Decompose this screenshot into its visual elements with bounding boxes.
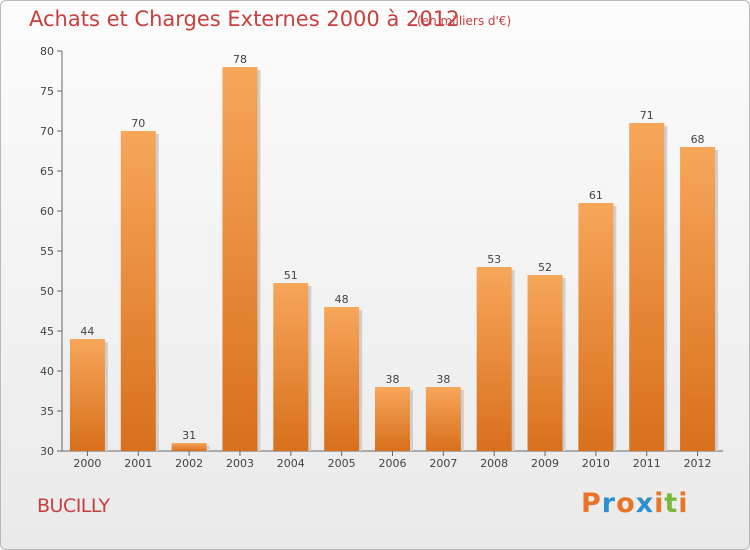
bar bbox=[171, 443, 207, 451]
y-tick-label: 65 bbox=[40, 165, 54, 178]
logo-letter: P bbox=[581, 488, 602, 519]
logo-letter: o bbox=[616, 488, 636, 519]
x-tick-label: 2003 bbox=[226, 457, 254, 470]
bar bbox=[273, 283, 309, 451]
bar bbox=[629, 123, 665, 451]
bar-value-label: 78 bbox=[233, 53, 247, 66]
y-tick-label: 45 bbox=[40, 325, 54, 338]
y-tick-label: 75 bbox=[40, 85, 54, 98]
bar bbox=[425, 387, 461, 451]
logo-letter: r bbox=[601, 488, 617, 519]
bar-value-label: 71 bbox=[640, 109, 654, 122]
x-tick-label: 2005 bbox=[328, 457, 356, 470]
chart-title: Achats et Charges Externes 2000 à 2012 bbox=[29, 7, 460, 31]
y-tick-label: 60 bbox=[40, 205, 54, 218]
bar-value-label: 51 bbox=[284, 269, 298, 282]
value-labels: 44 70 31 78 51 48 38 38 53 52 61 71 68 bbox=[80, 53, 704, 442]
bar bbox=[527, 275, 563, 451]
y-tick-label: 55 bbox=[40, 245, 54, 258]
y-tick-label: 80 bbox=[40, 45, 54, 58]
x-tick-label: 2000 bbox=[73, 457, 101, 470]
logo-letter: i bbox=[678, 488, 689, 519]
y-tick-label: 70 bbox=[40, 125, 54, 138]
x-tick-label: 2012 bbox=[684, 457, 712, 470]
x-tick-label: 2004 bbox=[277, 457, 305, 470]
logo-letter: x bbox=[635, 488, 655, 519]
bar-value-label: 61 bbox=[589, 189, 603, 202]
bar-value-label: 53 bbox=[487, 253, 501, 266]
bar-value-label: 68 bbox=[691, 133, 705, 146]
bar-value-label: 31 bbox=[182, 429, 196, 442]
bar bbox=[680, 147, 716, 451]
bar-value-label: 70 bbox=[131, 117, 145, 130]
bar-value-label: 44 bbox=[80, 325, 94, 338]
bar bbox=[375, 387, 410, 451]
bar bbox=[476, 267, 512, 451]
bar-value-label: 48 bbox=[335, 293, 349, 306]
bar-value-label: 52 bbox=[538, 261, 552, 274]
bars bbox=[69, 67, 719, 451]
x-tick-label: 2010 bbox=[582, 457, 610, 470]
bar bbox=[324, 307, 360, 451]
y-tick-label: 40 bbox=[40, 365, 54, 378]
y-tick-label: 35 bbox=[40, 405, 54, 418]
logo-letter: i bbox=[654, 488, 665, 519]
x-tick-label: 2008 bbox=[480, 457, 508, 470]
bar bbox=[578, 203, 614, 451]
commune-name: BUCILLY bbox=[37, 495, 110, 517]
chart-subtitle: (en milliers d'€) bbox=[417, 14, 512, 28]
x-tick-label: 2007 bbox=[429, 457, 457, 470]
bar bbox=[222, 67, 258, 451]
bar bbox=[69, 339, 105, 451]
axes: 30 35 40 45 50 55 60 65 70 75 80 2000 2001 2002 2003 20… bbox=[40, 45, 723, 470]
x-tick-label: 2002 bbox=[175, 457, 203, 470]
bar-value-label: 38 bbox=[386, 373, 400, 386]
x-tick-label: 2001 bbox=[124, 457, 152, 470]
x-tick-label: 2011 bbox=[633, 457, 661, 470]
logo-letter: t bbox=[664, 488, 679, 519]
x-tick-label: 2009 bbox=[531, 457, 559, 470]
bar-value-label: 38 bbox=[436, 373, 450, 386]
x-tick-label: 2006 bbox=[379, 457, 407, 470]
y-tick-label: 50 bbox=[40, 285, 54, 298]
bar bbox=[120, 131, 156, 451]
y-tick-label: 30 bbox=[40, 445, 54, 458]
proxiti-logo[interactable]: Proxiti bbox=[581, 488, 689, 519]
